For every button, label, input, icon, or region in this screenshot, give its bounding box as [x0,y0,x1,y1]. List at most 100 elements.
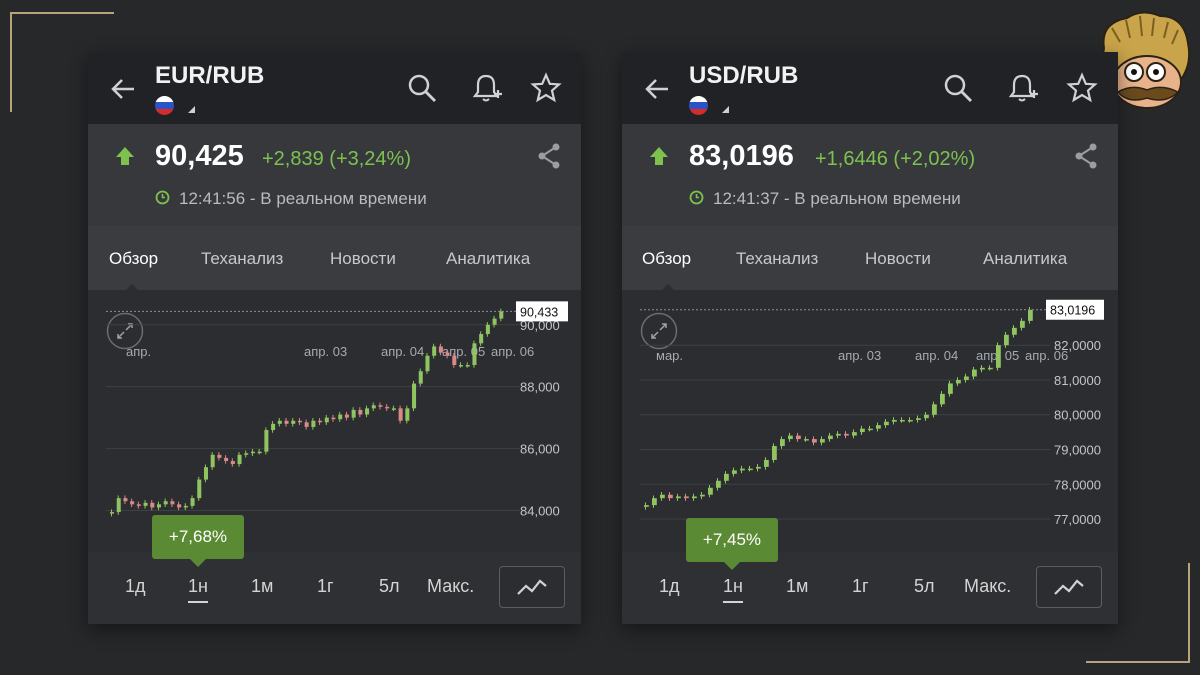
star-icon[interactable] [1066,72,1098,104]
tab-news[interactable]: Новости [330,249,396,268]
share-icon[interactable] [537,143,561,169]
candle-body [996,345,1001,368]
last-price: 83,0196 [689,140,794,172]
range-1y[interactable]: 1г [317,576,334,596]
candle-body [331,417,336,420]
candle-body [177,504,182,508]
candle-body [836,433,841,436]
candle-body [338,414,343,420]
candle-body [828,435,833,440]
range-1w[interactable]: 1н [723,576,743,603]
candle-body [123,498,128,502]
russia-flag-icon [155,96,174,115]
candle-body [183,505,188,508]
bell-plus-icon[interactable] [470,72,502,104]
price-change: +1,6446 (+2,02%) [815,148,976,170]
candle-body [405,408,410,421]
range-5y[interactable]: 5л [914,576,935,596]
candle-body [660,494,665,499]
candle-body [116,498,121,513]
candle-body [812,439,817,443]
expand-icon[interactable] [640,312,678,350]
candle-body [398,408,403,421]
candle-body [156,504,162,508]
range-1m[interactable]: 1м [786,576,809,596]
candle-body [980,367,985,370]
tab-overview[interactable]: Обзор [109,249,159,268]
candle-body [344,414,349,418]
candle-body [852,432,857,436]
clock-icon [689,190,704,205]
candle-body [418,371,423,384]
top-app-bar: USD/RUB [622,52,1118,124]
y-tick-label: 78,0000 [1054,477,1101,492]
tab-overview[interactable]: Обзор [642,249,692,268]
candle-body [244,453,249,455]
candle-body [304,422,309,427]
candle-body [425,355,430,372]
candle-body [932,404,937,415]
range-1d[interactable]: 1д [659,576,680,596]
candle-body [371,405,376,409]
chart-background [622,290,1118,552]
chart-background [88,290,581,552]
candle-body [884,421,889,426]
candle-body [197,479,202,499]
range-max[interactable]: Макс. [964,576,1012,596]
instrument-card-eurrub: EUR/RUB 90,425 +2,839 (+3,24%) 12:41:56 … [88,52,581,624]
dropdown-triangle-icon[interactable] [722,106,729,113]
candle-body [224,457,229,461]
active-tab-indicator [662,284,674,290]
candle-body [385,406,390,409]
range-max[interactable]: Макс. [427,576,475,596]
candle-body [210,454,215,468]
change-badge: +7,45% [686,518,778,570]
range-5y[interactable]: 5л [379,576,400,596]
candle-body [297,420,302,423]
russia-flag-icon [689,96,708,115]
candle-body [311,420,316,427]
candle-body [459,365,464,367]
candle-body [150,502,155,508]
dropdown-triangle-icon[interactable] [188,106,195,113]
candle-body [445,352,450,356]
tab-news[interactable]: Новости [865,249,931,268]
line-chart-icon [517,579,547,595]
range-1d[interactable]: 1д [125,576,146,596]
candle-body [277,420,282,424]
share-icon[interactable] [1074,143,1098,169]
range-1y[interactable]: 1г [852,576,869,596]
x-tick-label: апр. [126,344,151,359]
candle-body [892,419,897,422]
candle-body [438,346,443,353]
candle-body [351,409,356,418]
last-price: 90,425 [155,140,244,172]
last-price-tag [516,301,568,322]
chart-type-button[interactable] [1036,566,1102,608]
range-1w[interactable]: 1н [188,576,208,603]
tab-analytics[interactable]: Аналитика [983,249,1068,268]
range-1m[interactable]: 1м [251,576,274,596]
candle-body [264,430,269,452]
price-chart[interactable]: 82,0000 81,0000 80,0000 79,0000 78,0000 77,00… [622,290,1118,552]
tab-technical[interactable]: Теханализ [201,249,284,268]
candle-body [900,419,905,422]
candle-body [972,369,977,377]
back-arrow-icon[interactable] [642,74,672,104]
price-chart[interactable]: 90,000 88,000 86,000 84,000 апр. апр. 03 апр. … [88,290,581,552]
search-icon[interactable] [406,72,438,104]
tab-technical[interactable]: Теханализ [736,249,819,268]
search-icon[interactable] [942,72,974,104]
back-arrow-icon[interactable] [108,74,138,104]
candle-body [740,468,745,471]
candle-body [271,423,276,431]
chart-type-button[interactable] [499,566,565,608]
expand-icon[interactable] [106,312,144,350]
candle-body [732,470,737,474]
candle-body [668,494,673,499]
star-icon[interactable] [530,72,562,104]
tab-analytics[interactable]: Аналитика [446,249,531,268]
candle-body [716,480,721,488]
bell-plus-icon[interactable] [1006,72,1038,104]
candle-body [708,487,713,495]
